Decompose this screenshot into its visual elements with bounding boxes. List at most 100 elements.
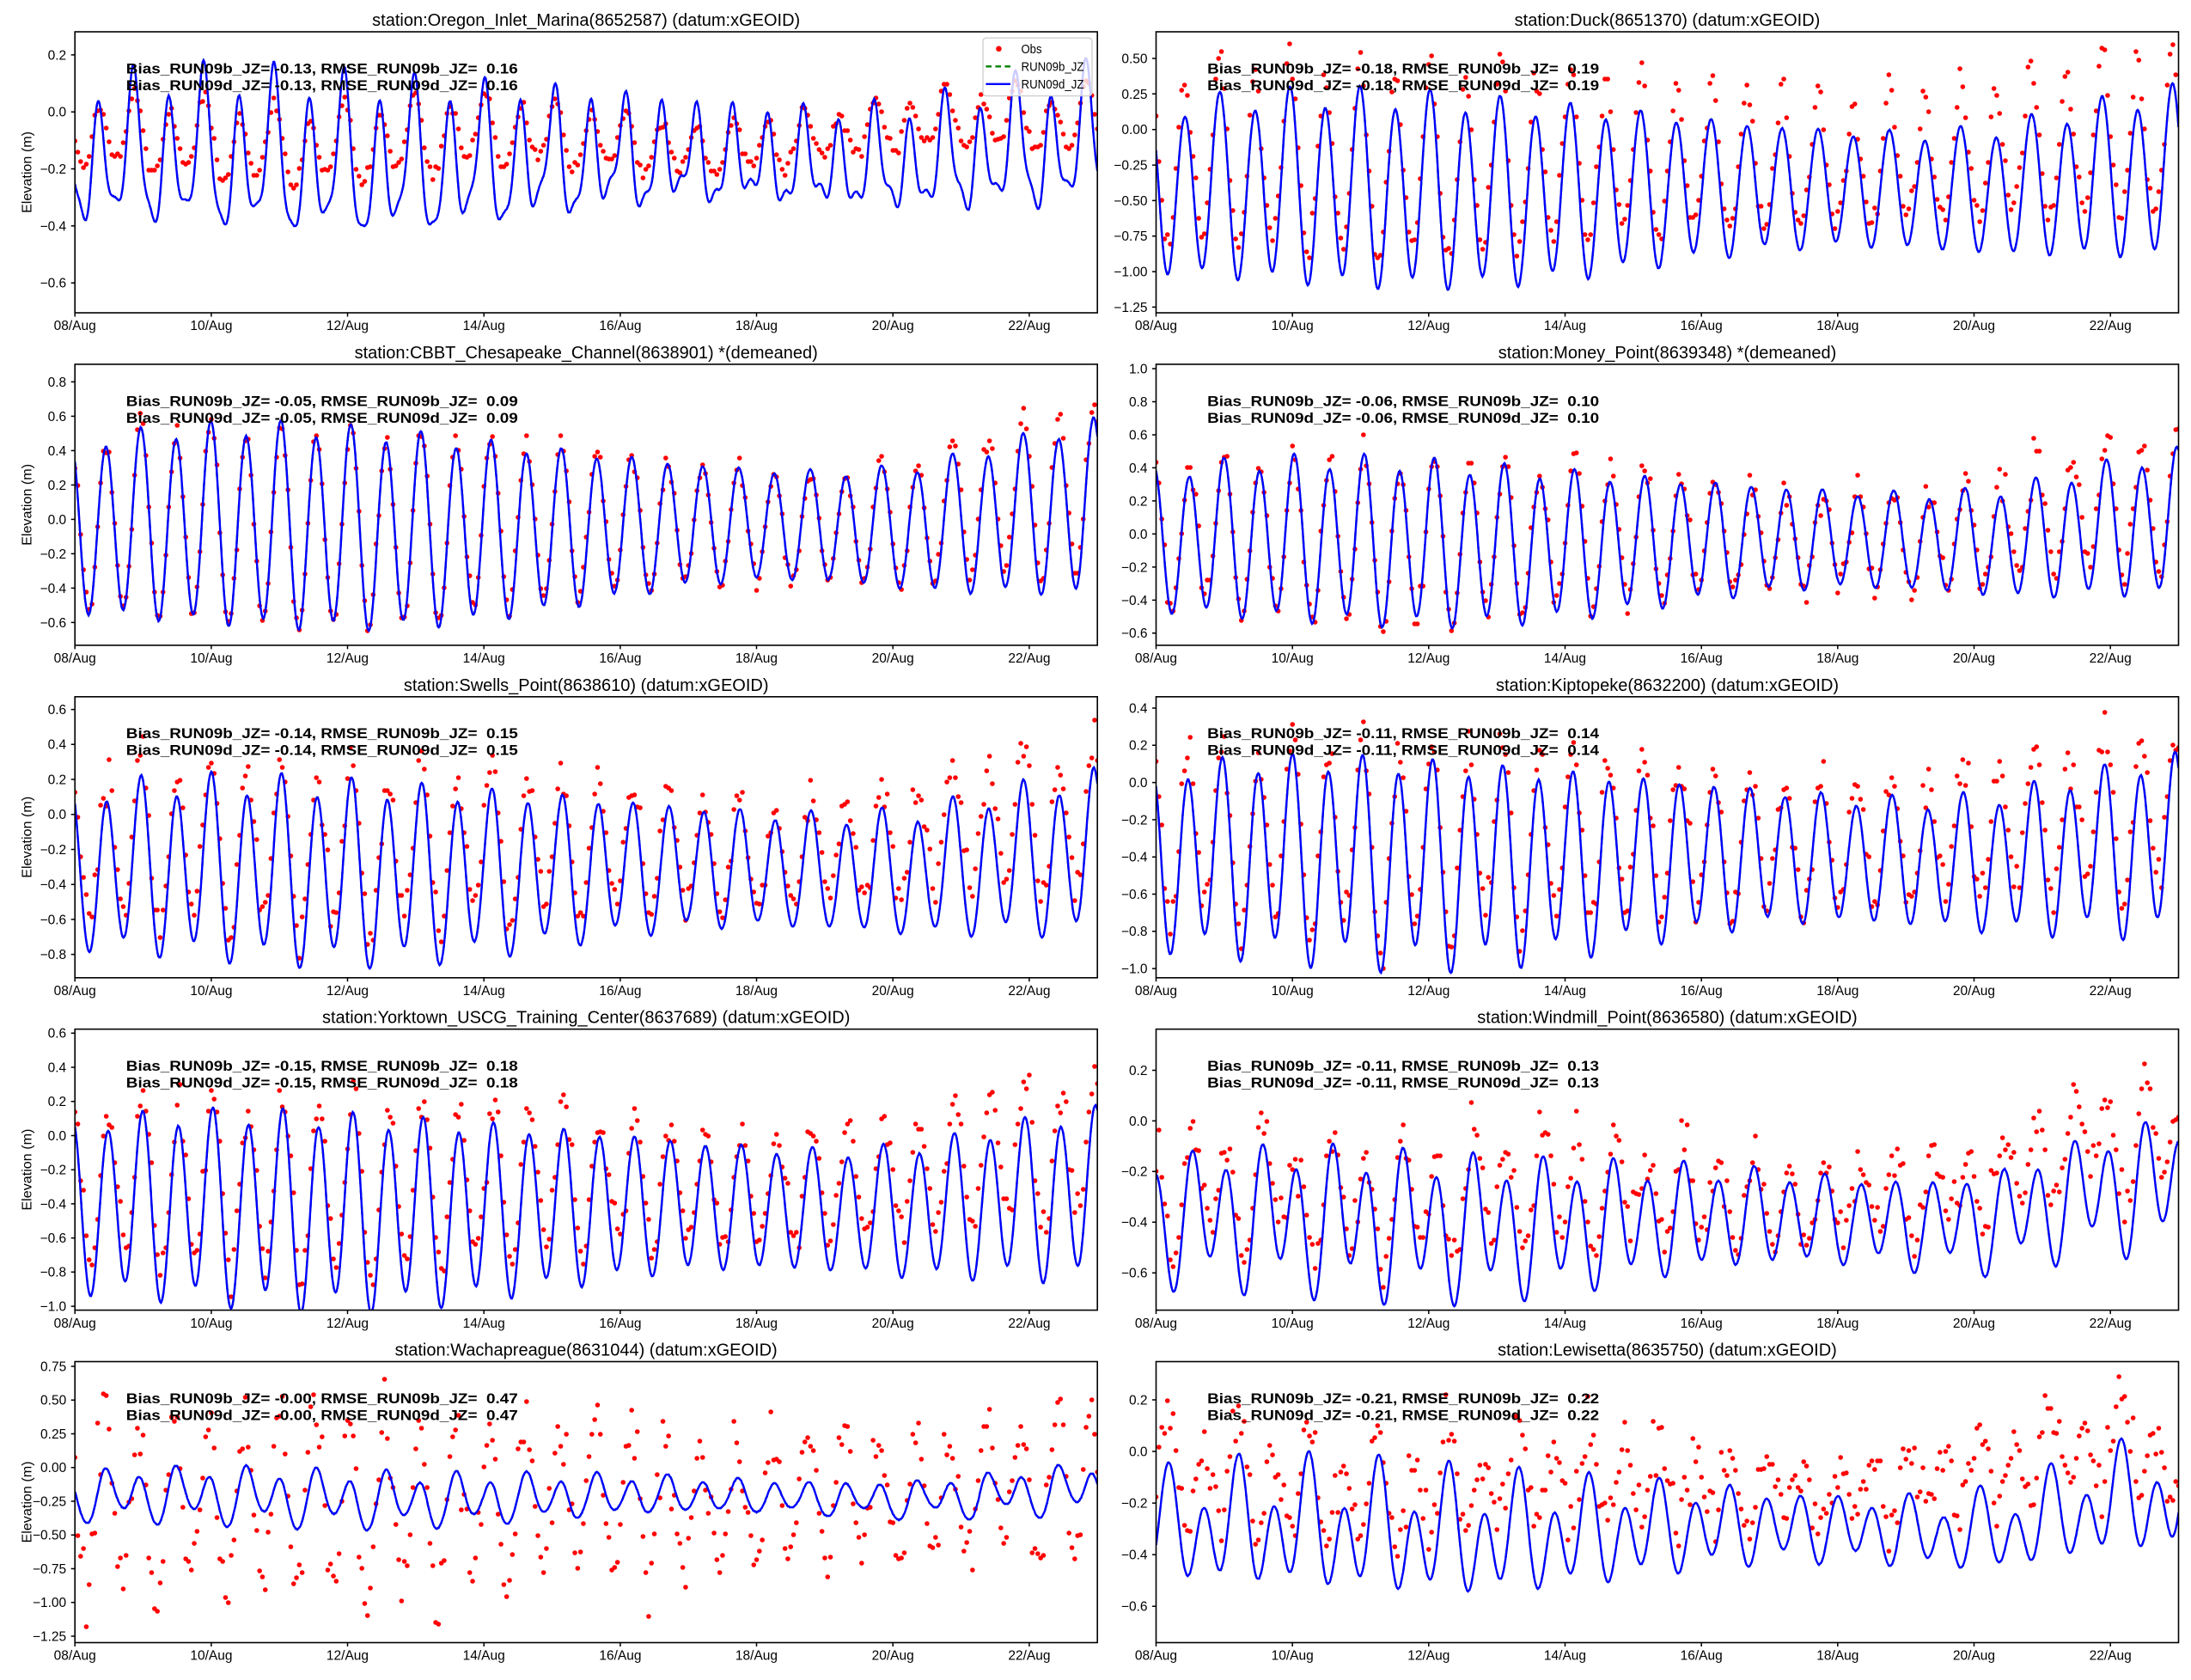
svg-text:station:Lewisetta(8635750) (da: station:Lewisetta(8635750) (datum:xGEOID… [1498, 1341, 1837, 1360]
svg-text:Bias_RUN09d_JZ= -0.15, RMSE_RU: Bias_RUN09d_JZ= -0.15, RMSE_RUN09d_JZ= 0… [126, 1075, 518, 1091]
svg-text:−0.25: −0.25 [33, 1494, 66, 1509]
svg-text:Bias_RUN09d_JZ= -0.18, RMSE_RU: Bias_RUN09d_JZ= -0.18, RMSE_RUN09d_JZ= 0… [1207, 77, 1599, 94]
svg-text:16/Aug: 16/Aug [1681, 319, 1723, 333]
svg-text:12/Aug: 12/Aug [327, 1317, 369, 1331]
svg-text:0.25: 0.25 [1121, 88, 1147, 102]
svg-text:0.6: 0.6 [1129, 428, 1148, 443]
svg-text:22/Aug: 22/Aug [2090, 984, 2132, 999]
svg-text:12/Aug: 12/Aug [1407, 1649, 1449, 1664]
svg-text:−0.75: −0.75 [1114, 229, 1147, 244]
svg-text:−1.00: −1.00 [1114, 266, 1148, 280]
svg-text:22/Aug: 22/Aug [2090, 319, 2132, 333]
svg-text:0.50: 0.50 [40, 1394, 67, 1408]
svg-text:0.0: 0.0 [1129, 1445, 1148, 1459]
svg-text:16/Aug: 16/Aug [1681, 1649, 1723, 1664]
svg-text:−0.6: −0.6 [1121, 888, 1148, 902]
svg-text:−0.8: −0.8 [1121, 925, 1148, 939]
svg-text:20/Aug: 20/Aug [1953, 1317, 1995, 1331]
svg-text:0.8: 0.8 [1129, 395, 1148, 410]
svg-text:0.0: 0.0 [48, 106, 67, 120]
svg-text:Bias_RUN09b_JZ= -0.05, RMSE_RU: Bias_RUN09b_JZ= -0.05, RMSE_RUN09b_JZ= 0… [126, 393, 518, 409]
svg-text:−0.2: −0.2 [40, 547, 67, 562]
svg-text:station:Money_Point(8639348) *: station:Money_Point(8639348) *(demeaned) [1498, 344, 1837, 363]
svg-text:Bias_RUN09b_JZ= -0.14, RMSE_RU: Bias_RUN09b_JZ= -0.14, RMSE_RUN09b_JZ= 0… [126, 725, 518, 742]
svg-text:12/Aug: 12/Aug [1407, 651, 1449, 666]
svg-text:−0.6: −0.6 [1121, 1267, 1148, 1281]
svg-text:22/Aug: 22/Aug [1008, 1649, 1050, 1664]
svg-text:0.0: 0.0 [1129, 1115, 1148, 1129]
svg-text:14/Aug: 14/Aug [463, 984, 505, 999]
svg-text:22/Aug: 22/Aug [2090, 1649, 2132, 1664]
svg-text:station:Swells_Point(8638610): station:Swells_Point(8638610) (datum:xGE… [404, 676, 769, 695]
svg-text:16/Aug: 16/Aug [1681, 984, 1723, 999]
svg-text:−0.6: −0.6 [1121, 626, 1148, 641]
svg-text:20/Aug: 20/Aug [872, 651, 914, 666]
svg-text:20/Aug: 20/Aug [1953, 1649, 1995, 1664]
svg-text:Bias_RUN09d_JZ= -0.14, RMSE_RU: Bias_RUN09d_JZ= -0.14, RMSE_RUN09d_JZ= 0… [126, 742, 518, 759]
svg-text:−0.4: −0.4 [40, 1197, 67, 1212]
svg-text:−0.6: −0.6 [40, 277, 67, 291]
svg-text:0.50: 0.50 [1121, 52, 1148, 66]
svg-text:station:Wachapreague(8631044): station:Wachapreague(8631044) (datum:xGE… [395, 1341, 778, 1360]
svg-text:0.00: 0.00 [40, 1461, 67, 1475]
svg-text:−1.0: −1.0 [40, 1300, 67, 1315]
svg-text:Bias_RUN09b_JZ= -0.18, RMSE_RU: Bias_RUN09b_JZ= -0.18, RMSE_RUN09b_JZ= 0… [1207, 60, 1599, 76]
svg-text:18/Aug: 18/Aug [735, 319, 778, 333]
svg-text:0.00: 0.00 [1121, 123, 1148, 137]
svg-text:0.6: 0.6 [48, 410, 67, 425]
svg-text:0.6: 0.6 [48, 1027, 67, 1042]
svg-text:0.2: 0.2 [1129, 739, 1148, 754]
svg-text:18/Aug: 18/Aug [1816, 1649, 1858, 1664]
svg-text:14/Aug: 14/Aug [1544, 651, 1586, 666]
svg-text:14/Aug: 14/Aug [1544, 984, 1586, 999]
svg-text:Bias_RUN09d_JZ= -0.05, RMSE_RU: Bias_RUN09d_JZ= -0.05, RMSE_RUN09d_JZ= 0… [126, 410, 518, 426]
svg-text:12/Aug: 12/Aug [327, 984, 369, 999]
svg-text:12/Aug: 12/Aug [1407, 1317, 1449, 1331]
svg-text:10/Aug: 10/Aug [1272, 651, 1314, 666]
svg-text:08/Aug: 08/Aug [54, 1317, 96, 1331]
svg-text:20/Aug: 20/Aug [1953, 319, 1995, 333]
svg-text:22/Aug: 22/Aug [1008, 984, 1050, 999]
svg-text:10/Aug: 10/Aug [190, 984, 232, 999]
svg-text:Bias_RUN09b_JZ= -0.15, RMSE_RU: Bias_RUN09b_JZ= -0.15, RMSE_RUN09b_JZ= 0… [126, 1058, 518, 1074]
svg-text:20/Aug: 20/Aug [1953, 651, 1995, 666]
svg-text:18/Aug: 18/Aug [735, 1649, 778, 1664]
svg-text:08/Aug: 08/Aug [54, 1649, 96, 1664]
svg-text:1.0: 1.0 [1129, 362, 1148, 376]
svg-text:station:Yorktown_USCG_Training: station:Yorktown_USCG_Training_Center(86… [322, 1009, 850, 1028]
svg-text:22/Aug: 22/Aug [2090, 651, 2132, 666]
svg-text:Bias_RUN09b_JZ= -0.00, RMSE_RU: Bias_RUN09b_JZ= -0.00, RMSE_RUN09b_JZ= 0… [126, 1390, 518, 1407]
svg-text:Elevation (m): Elevation (m) [21, 1129, 35, 1211]
svg-text:Bias_RUN09d_JZ= -0.11, RMSE_RU: Bias_RUN09d_JZ= -0.11, RMSE_RUN09d_JZ= 0… [1207, 1075, 1599, 1091]
svg-text:18/Aug: 18/Aug [1816, 1317, 1858, 1331]
svg-text:−0.50: −0.50 [33, 1529, 67, 1543]
svg-text:Elevation (m): Elevation (m) [21, 797, 35, 878]
svg-text:−0.4: −0.4 [1121, 1549, 1148, 1563]
svg-text:20/Aug: 20/Aug [1953, 984, 1995, 999]
svg-text:10/Aug: 10/Aug [1272, 319, 1314, 333]
svg-text:station:CBBT_Chesapeake_Channe: station:CBBT_Chesapeake_Channel(8638901)… [355, 344, 818, 363]
svg-text:18/Aug: 18/Aug [1816, 984, 1858, 999]
svg-text:−1.25: −1.25 [1114, 301, 1147, 315]
svg-text:08/Aug: 08/Aug [54, 319, 96, 333]
svg-text:12/Aug: 12/Aug [327, 651, 369, 666]
svg-text:Bias_RUN09b_JZ= -0.11, RMSE_RU: Bias_RUN09b_JZ= -0.11, RMSE_RUN09b_JZ= 0… [1207, 725, 1600, 742]
svg-text:Bias_RUN09d_JZ= -0.21, RMSE_RU: Bias_RUN09d_JZ= -0.21, RMSE_RUN09d_JZ= 0… [1207, 1407, 1599, 1423]
svg-text:0.2: 0.2 [48, 479, 67, 493]
svg-text:Bias_RUN09d_JZ= -0.06, RMSE_RU: Bias_RUN09d_JZ= -0.06, RMSE_RUN09d_JZ= 0… [1207, 410, 1599, 426]
svg-text:18/Aug: 18/Aug [735, 1317, 778, 1331]
svg-text:12/Aug: 12/Aug [1407, 984, 1449, 999]
svg-text:18/Aug: 18/Aug [1816, 651, 1858, 666]
svg-text:0.75: 0.75 [40, 1359, 66, 1374]
svg-text:14/Aug: 14/Aug [1544, 1649, 1586, 1664]
svg-text:20/Aug: 20/Aug [872, 1649, 914, 1664]
svg-text:14/Aug: 14/Aug [1544, 319, 1586, 333]
svg-text:0.6: 0.6 [48, 703, 67, 718]
svg-text:14/Aug: 14/Aug [463, 319, 505, 333]
svg-text:20/Aug: 20/Aug [872, 319, 914, 333]
svg-text:0.4: 0.4 [1129, 461, 1148, 476]
svg-text:14/Aug: 14/Aug [463, 651, 505, 666]
svg-text:16/Aug: 16/Aug [599, 1317, 641, 1331]
svg-text:14/Aug: 14/Aug [463, 1317, 505, 1331]
svg-text:0.0: 0.0 [1129, 528, 1148, 542]
